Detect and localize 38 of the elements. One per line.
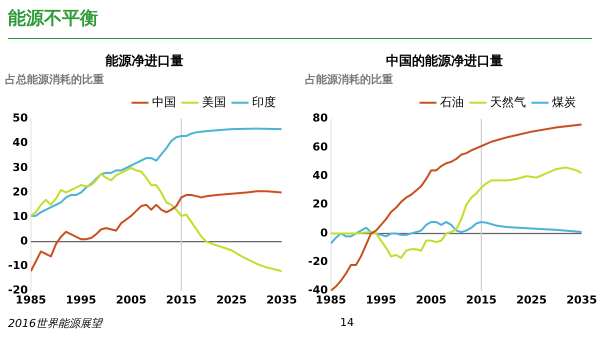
y-tick-label: 40 — [312, 168, 328, 182]
y-tick-label: 30 — [12, 160, 28, 174]
legend-label: 天然气 — [490, 94, 526, 109]
legend-label: 印度 — [252, 94, 276, 109]
legend-label: 美国 — [202, 94, 226, 109]
x-tick-label: 1985 — [316, 293, 346, 306]
y-tick-label: 50 — [12, 112, 28, 125]
y-tick-label: 0 — [20, 234, 28, 248]
text: 14 — [340, 316, 354, 331]
y-tick-label: -10 — [8, 259, 28, 272]
x-tick-label: 2005 — [116, 293, 147, 306]
x-tick-label: 2035 — [566, 293, 598, 306]
x-tick-label: 2015 — [466, 293, 497, 306]
x-tick-label: 2035 — [266, 293, 298, 306]
x-tick-label: 2025 — [216, 293, 247, 306]
chart-subtitle: 占能源消耗的比重 — [305, 73, 393, 86]
y-tick-label: 40 — [12, 136, 28, 150]
legend-label: 中国 — [152, 94, 176, 109]
y-tick-label: -20 — [308, 254, 328, 268]
y-tick-label: 10 — [12, 210, 28, 223]
chart-title: 能源净进口量 — [106, 53, 184, 70]
y-tick-label: 20 — [312, 198, 328, 211]
chart-subtitle: 占总能源消耗的比重 — [5, 73, 104, 86]
x-tick-label: 2005 — [416, 293, 447, 306]
chart-title: 中国的能源净进口量 — [386, 53, 503, 70]
text: 2016世界能源展望 — [8, 316, 102, 331]
y-tick-label: 0 — [320, 226, 328, 240]
x-tick-label: 1985 — [16, 293, 46, 306]
x-tick-label: 2025 — [516, 293, 547, 306]
x-tick-label: 1995 — [366, 293, 396, 306]
legend-label: 煤炭 — [552, 94, 576, 109]
y-tick-label: 80 — [312, 112, 328, 125]
y-tick-label: 20 — [12, 185, 28, 198]
y-tick-label: 60 — [312, 140, 328, 154]
x-tick-label: 2015 — [166, 293, 197, 306]
x-tick-label: 1995 — [66, 293, 96, 306]
legend-label: 石油 — [440, 94, 464, 109]
text: 能源不平衡 — [8, 7, 98, 30]
